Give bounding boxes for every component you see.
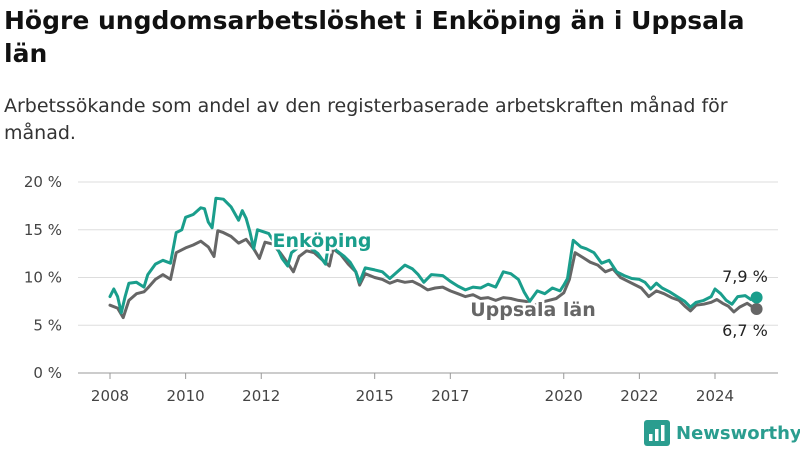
brand-name: Newsworthy [676,422,800,444]
series-line-uppsala-l-n [108,229,759,320]
end-value-label: 6,7 % [722,321,768,340]
x-tick-label: 2024 [696,387,734,405]
x-tick-label: 2008 [91,387,129,405]
series-line-enk-ping [108,196,759,315]
end-value-label: 7,9 % [722,267,768,286]
chart-title: Högre ungdomsarbetslöshet i Enköping än … [4,6,745,68]
y-tick-label: 0 % [33,364,62,382]
x-tick-label: 2015 [356,387,394,405]
y-tick-label: 5 % [33,316,62,334]
chart-subtitle: Arbetssökande som andel av den registerb… [4,95,728,144]
series-label: Enköping [273,230,372,252]
x-tick-label: 2022 [620,387,658,405]
end-point-uppsala-l-n [750,303,763,316]
brand-logo: Newsworthy [644,418,800,448]
bar-chart-logo-icon [644,420,670,446]
y-tick-label: 15 % [24,221,62,239]
y-tick-label: 10 % [24,269,62,287]
x-tick-label: 2017 [431,387,469,405]
end-point-enk-ping [750,291,763,304]
x-tick-label: 2020 [545,387,583,405]
series-label: Uppsala län [470,299,596,321]
x-tick-label: 2010 [167,387,205,405]
y-tick-label: 20 % [24,173,62,191]
x-tick-label: 2012 [242,387,280,405]
